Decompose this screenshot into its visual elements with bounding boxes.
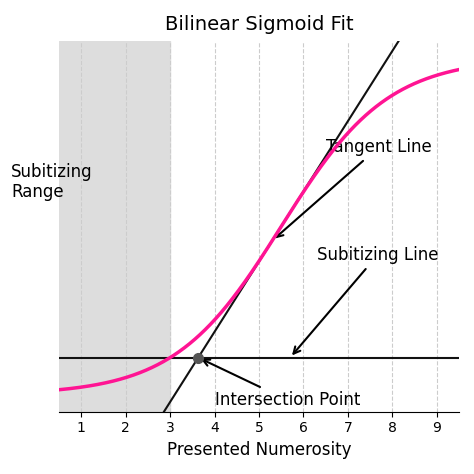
Text: Subitizing
Range: Subitizing Range — [11, 163, 93, 201]
Text: Tangent Line: Tangent Line — [276, 138, 431, 237]
Title: Bilinear Sigmoid Fit: Bilinear Sigmoid Fit — [165, 15, 353, 34]
Text: Intersection Point: Intersection Point — [203, 360, 360, 409]
Text: Subitizing Line: Subitizing Line — [293, 246, 438, 354]
X-axis label: Presented Numerosity: Presented Numerosity — [167, 441, 351, 459]
Bar — [59, 41, 170, 412]
